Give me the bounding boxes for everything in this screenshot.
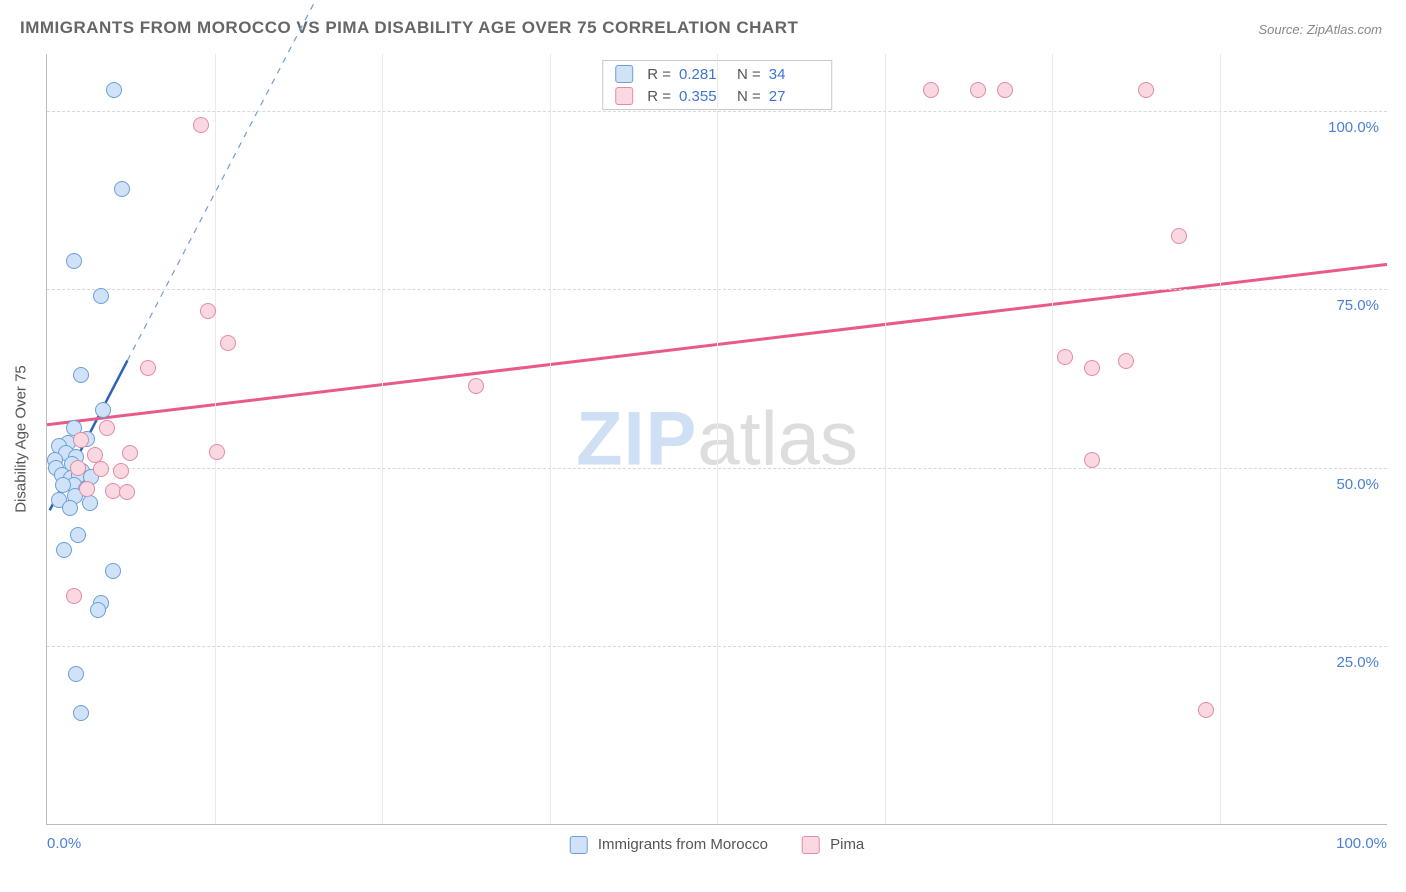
data-point-pima <box>209 444 225 460</box>
legend-r-value-pima: 0.355 <box>679 88 729 105</box>
data-point-pima <box>70 460 86 476</box>
data-point-pima <box>193 117 209 133</box>
source-label: Source: ZipAtlas.com <box>1258 22 1382 37</box>
y-axis-title: Disability Age Over 75 <box>13 365 30 513</box>
gridline-v <box>382 54 383 824</box>
gridline-v <box>1052 54 1053 824</box>
x-tick-label: 100.0% <box>1336 835 1387 852</box>
data-point-pima <box>923 82 939 98</box>
series-legend: Immigrants from Morocco Pima <box>570 836 865 854</box>
data-point-morocco <box>73 367 89 383</box>
data-point-pima <box>113 463 129 479</box>
series-legend-label: Immigrants from Morocco <box>598 836 768 853</box>
data-point-morocco <box>56 542 72 558</box>
trend-line <box>127 0 328 361</box>
data-point-pima <box>997 82 1013 98</box>
series-legend-item: Pima <box>802 836 864 854</box>
data-point-pima <box>1138 82 1154 98</box>
legend-n-value-morocco: 34 <box>769 66 819 83</box>
legend-swatch-pima <box>615 87 633 105</box>
data-point-morocco <box>106 82 122 98</box>
data-point-pima <box>1118 353 1134 369</box>
data-point-morocco <box>95 402 111 418</box>
gridline-v <box>1220 54 1221 824</box>
legend-swatch-morocco <box>570 836 588 854</box>
data-point-pima <box>1198 702 1214 718</box>
series-legend-label: Pima <box>830 836 864 853</box>
data-point-pima <box>1171 228 1187 244</box>
legend-r-label: R = <box>647 66 671 83</box>
gridline-v <box>550 54 551 824</box>
data-point-pima <box>122 445 138 461</box>
data-point-morocco <box>93 288 109 304</box>
data-point-morocco <box>105 563 121 579</box>
data-point-morocco <box>90 602 106 618</box>
series-legend-item: Immigrants from Morocco <box>570 836 768 854</box>
data-point-pima <box>220 335 236 351</box>
data-point-pima <box>105 483 121 499</box>
data-point-morocco <box>73 705 89 721</box>
data-point-pima <box>140 360 156 376</box>
legend-swatch-pima <box>802 836 820 854</box>
data-point-morocco <box>68 666 84 682</box>
legend-r-label: R = <box>647 88 671 105</box>
data-point-morocco <box>66 253 82 269</box>
data-point-morocco <box>114 181 130 197</box>
y-tick-label: 25.0% <box>1336 654 1379 671</box>
data-point-morocco <box>82 495 98 511</box>
y-tick-label: 100.0% <box>1328 119 1379 136</box>
data-point-pima <box>1057 349 1073 365</box>
data-point-pima <box>1084 360 1100 376</box>
data-point-pima <box>99 420 115 436</box>
plot-area: Disability Age Over 75 ZIPatlas R = 0.28… <box>46 54 1387 825</box>
legend-n-label: N = <box>737 88 761 105</box>
data-point-pima <box>1084 452 1100 468</box>
data-point-morocco <box>62 500 78 516</box>
legend-swatch-morocco <box>615 65 633 83</box>
data-point-pima <box>66 588 82 604</box>
chart-title: IMMIGRANTS FROM MOROCCO VS PIMA DISABILI… <box>20 18 798 38</box>
gridline-v <box>885 54 886 824</box>
data-point-pima <box>73 432 89 448</box>
gridline-v <box>717 54 718 824</box>
gridline-v <box>215 54 216 824</box>
y-tick-label: 50.0% <box>1336 476 1379 493</box>
data-point-pima <box>79 481 95 497</box>
data-point-morocco <box>70 527 86 543</box>
data-point-pima <box>200 303 216 319</box>
legend-n-label: N = <box>737 66 761 83</box>
legend-r-value-morocco: 0.281 <box>679 66 729 83</box>
y-tick-label: 75.0% <box>1336 297 1379 314</box>
data-point-pima <box>970 82 986 98</box>
chart-container: IMMIGRANTS FROM MOROCCO VS PIMA DISABILI… <box>0 0 1406 892</box>
data-point-pima <box>468 378 484 394</box>
x-tick-label: 0.0% <box>47 835 81 852</box>
legend-n-value-pima: 27 <box>769 88 819 105</box>
data-point-pima <box>119 484 135 500</box>
data-point-pima <box>93 461 109 477</box>
